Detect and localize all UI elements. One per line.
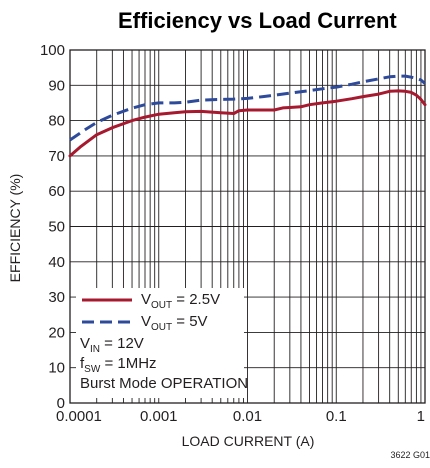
x-tick-label: 0.0001 [56,408,102,425]
y-tick-label: 60 [48,183,65,200]
y-tick-label: 0 [57,395,65,412]
x-tick-labels: 0.0001 0.001 0.01 0.1 1 [56,408,425,425]
figure-id: 3622 G01 [390,450,430,460]
plot-frame [69,49,426,404]
y-tick-label: 100 [40,42,65,59]
series-lines [68,74,427,158]
legend-label-2: VOUT = 5V [141,313,208,333]
annotation-2: fSW = 1MHz [80,355,157,375]
y-axis-label: EFFICIENCY (%) [7,174,23,283]
y-tick-label: 40 [48,254,65,271]
y-tick-labels: 0 10 20 30 40 50 60 70 80 90 100 [40,42,65,412]
annotation-1: VIN = 12V [80,335,144,355]
y-tick-label: 20 [48,324,65,341]
y-tick-label: 80 [48,113,65,130]
x-axis-label: LOAD CURRENT (A) [182,433,315,449]
y-tick-label: 90 [48,77,65,94]
y-tick-label: 10 [48,360,65,377]
x-tick-label: 0.1 [326,408,347,425]
series-line-1 [68,89,427,158]
x-tick-label: 0.001 [140,408,178,425]
legend-background [76,288,244,398]
y-tick-label: 30 [48,289,65,306]
x-tick-label: 1 [417,408,425,425]
y-tick-label: 50 [48,219,65,236]
y-tick-label: 70 [48,148,65,165]
legend-label-1: VOUT = 2.5V [141,291,220,311]
series-line-2 [69,74,426,142]
annotation-3: Burst Mode OPERATION [80,375,248,392]
chart-title: Efficiency vs Load Current [118,8,397,33]
x-tick-label: 0.01 [233,408,262,425]
